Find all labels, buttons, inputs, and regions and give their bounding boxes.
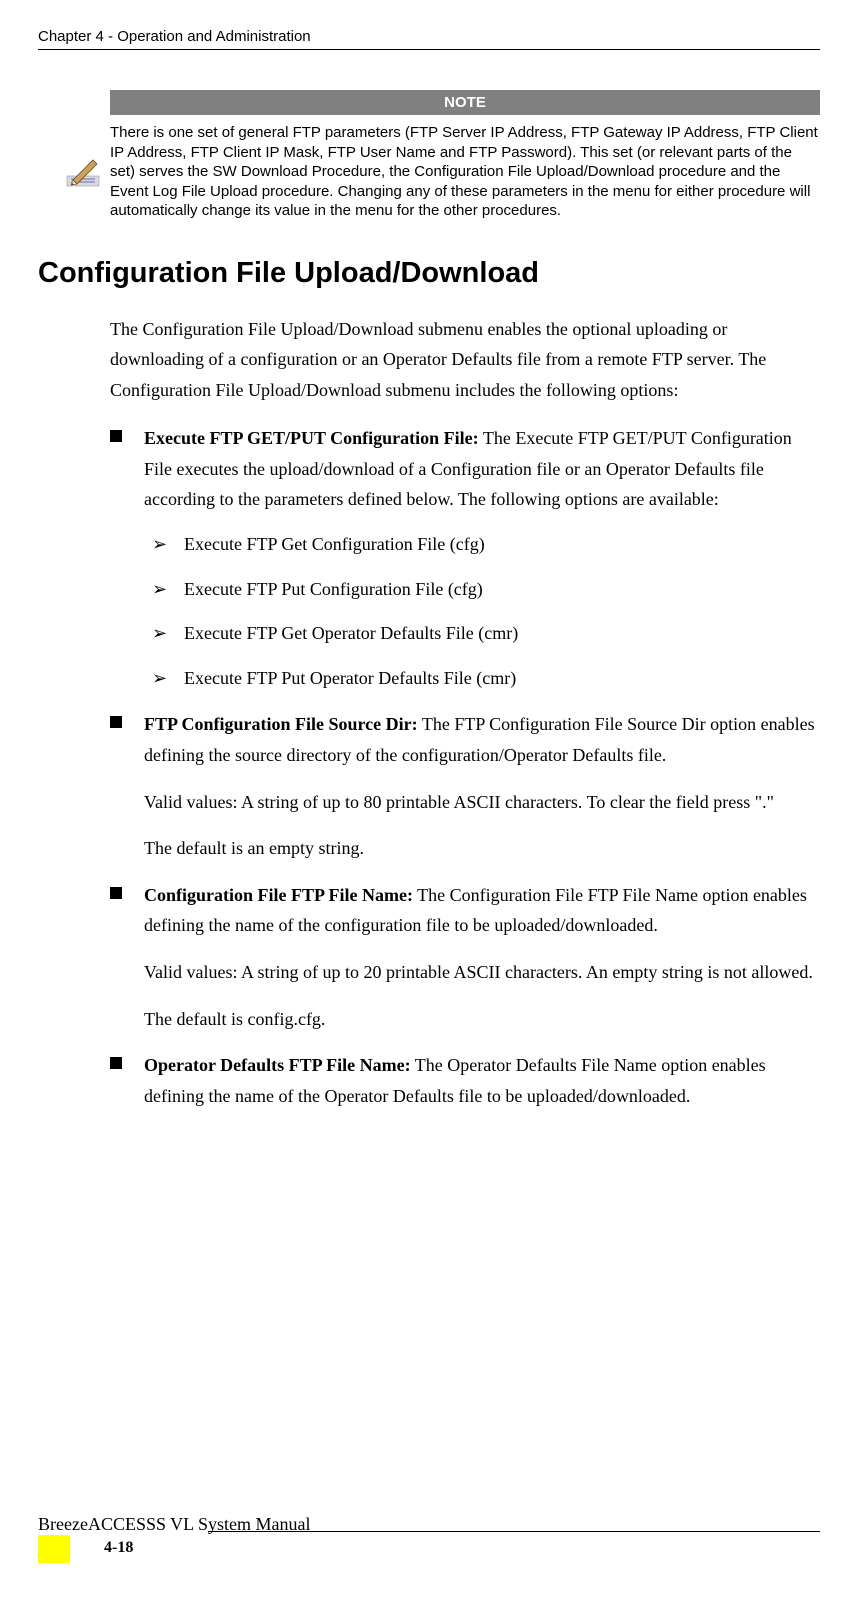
list-item: Execute FTP GET/PUT Configuration File: … — [110, 423, 820, 693]
list-item: Configuration File FTP File Name: The Co… — [110, 880, 820, 1034]
list-item: Operator Defaults FTP File Name: The Ope… — [110, 1050, 820, 1111]
page-footer: BreezeACCESSS VL System Manual 4-18 — [38, 1531, 820, 1563]
bullet-list: Execute FTP GET/PUT Configuration File: … — [110, 423, 820, 1111]
chevron-right-icon: ➢ — [152, 663, 167, 694]
item-sub-paragraph: The default is an empty string. — [144, 833, 820, 864]
sub-item-text: Execute FTP Get Configuration File (cfg) — [184, 534, 485, 554]
sub-list-item: ➢ Execute FTP Put Operator Defaults File … — [152, 663, 820, 694]
page-marker-white — [76, 1535, 96, 1563]
pencil-note-icon — [60, 154, 106, 190]
section-heading: Configuration File Upload/Download — [38, 257, 820, 290]
note-text: There is one set of general FTP paramete… — [110, 123, 820, 221]
sub-item-text: Execute FTP Get Operator Defaults File (… — [184, 623, 518, 643]
square-bullet-icon — [110, 1057, 122, 1069]
square-bullet-icon — [110, 887, 122, 899]
item-sub-paragraph: The default is config.cfg. — [144, 1004, 820, 1035]
chevron-right-icon: ➢ — [152, 529, 167, 560]
list-item-text: Operator Defaults FTP File Name: The Ope… — [144, 1050, 820, 1111]
sub-list-item: ➢ Execute FTP Get Configuration File (cfg… — [152, 529, 820, 560]
item-title: Execute FTP GET/PUT Configuration File: — [144, 428, 479, 448]
note-body: There is one set of general FTP paramete… — [110, 115, 820, 229]
chapter-line: Chapter 4 - Operation and Administration — [38, 28, 311, 45]
item-sub-paragraph: Valid values: A string of up to 80 print… — [144, 787, 820, 818]
page-number: 4-18 — [104, 1539, 133, 1557]
footer-line: 4-18 — [38, 1535, 820, 1563]
page-header: Chapter 4 - Operation and Administration — [38, 28, 820, 50]
page-marker-yellow — [38, 1535, 70, 1563]
item-title: FTP Configuration File Source Dir: — [144, 714, 418, 734]
list-item-text: FTP Configuration File Source Dir: The F… — [144, 709, 820, 770]
item-title: Configuration File FTP File Name: — [144, 885, 413, 905]
list-item-text: Configuration File FTP File Name: The Co… — [144, 880, 820, 941]
sub-list-item: ➢ Execute FTP Get Operator Defaults File … — [152, 618, 820, 649]
manual-title: BreezeACCESSS VL System Manual — [38, 1514, 820, 1535]
note-block: NOTE There is one set of general FTP par… — [110, 90, 820, 229]
note-label: NOTE — [110, 90, 820, 115]
sub-list-item: ➢ Execute FTP Put Configuration File (cfg… — [152, 574, 820, 605]
page-content: NOTE There is one set of general FTP par… — [60, 90, 820, 1127]
sub-list: ➢ Execute FTP Get Configuration File (cfg… — [152, 529, 820, 693]
square-bullet-icon — [110, 430, 122, 442]
sub-item-text: Execute FTP Put Configuration File (cfg) — [184, 579, 483, 599]
chevron-right-icon: ➢ — [152, 618, 167, 649]
square-bullet-icon — [110, 716, 122, 728]
item-sub-paragraph: Valid values: A string of up to 20 print… — [144, 957, 820, 988]
list-item: FTP Configuration File Source Dir: The F… — [110, 709, 820, 863]
item-title: Operator Defaults FTP File Name: — [144, 1055, 411, 1075]
intro-paragraph: The Configuration File Upload/Download s… — [110, 314, 820, 406]
chevron-right-icon: ➢ — [152, 574, 167, 605]
sub-item-text: Execute FTP Put Operator Defaults File (… — [184, 668, 516, 688]
list-item-text: Execute FTP GET/PUT Configuration File: … — [144, 423, 820, 515]
